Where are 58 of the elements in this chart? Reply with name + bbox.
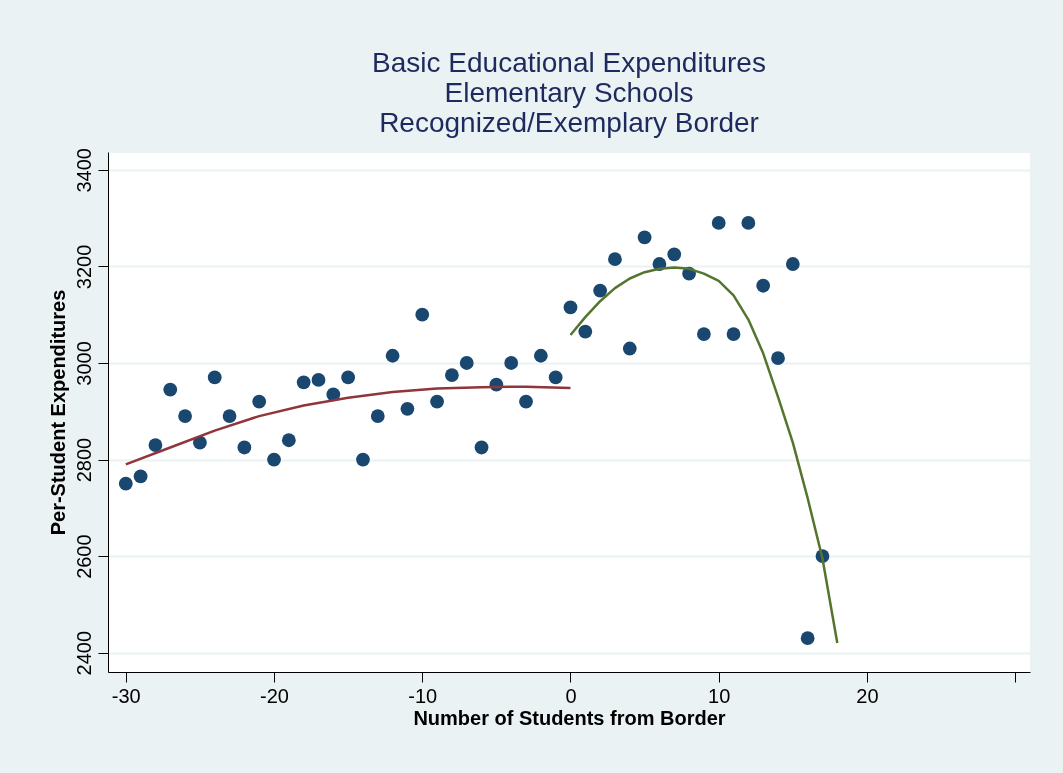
point — [578, 324, 593, 339]
point — [667, 247, 682, 262]
chart-title: Basic Educational Expenditures Elementary Schools Recognized/Exemplary Border — [372, 46, 766, 138]
point — [593, 283, 608, 298]
point — [370, 409, 385, 423]
point — [800, 631, 815, 646]
point — [400, 401, 415, 416]
point — [771, 351, 785, 366]
y-tick-label: 2400 — [72, 630, 95, 676]
point — [608, 252, 622, 267]
point — [697, 327, 711, 341]
point — [237, 440, 252, 455]
y-tick-label: 3000 — [72, 341, 95, 386]
point — [504, 356, 519, 370]
point — [267, 452, 281, 467]
y-axis-title: Per-Student Expenditures — [46, 289, 69, 536]
point — [548, 370, 563, 385]
x-tick-label: -20 — [260, 684, 289, 707]
point — [311, 373, 326, 387]
point — [430, 394, 444, 409]
point — [341, 370, 356, 385]
point — [785, 257, 800, 271]
x-tick-label: 20 — [856, 684, 879, 707]
point — [207, 370, 222, 385]
point — [281, 433, 296, 448]
point — [637, 230, 652, 245]
point — [459, 356, 474, 370]
point — [356, 452, 370, 467]
line-series — [124, 385, 572, 466]
y-tick-label: 2600 — [72, 534, 95, 579]
x-tick-label: 0 — [565, 684, 577, 707]
point — [133, 469, 148, 484]
y-tick-label: 3200 — [72, 244, 95, 290]
point — [622, 341, 637, 356]
point — [415, 307, 430, 322]
point — [741, 216, 756, 230]
point — [445, 368, 459, 382]
y-tick-label: 2800 — [72, 437, 95, 483]
point — [385, 348, 400, 363]
point — [726, 327, 741, 341]
point — [563, 300, 578, 315]
point — [148, 438, 163, 452]
x-tick-label: -10 — [408, 684, 438, 707]
point — [178, 409, 192, 423]
point — [533, 348, 548, 363]
y-tick-label: 3400 — [72, 148, 95, 193]
point — [756, 278, 771, 293]
point — [252, 394, 267, 409]
point — [296, 375, 311, 390]
point — [118, 476, 133, 491]
point — [519, 394, 533, 409]
x-tick-label: 10 — [708, 684, 731, 707]
point — [474, 440, 489, 455]
point — [163, 382, 178, 397]
point — [711, 216, 726, 230]
x-tick-label: -30 — [111, 684, 141, 707]
x-axis-title: Number of Students from Border — [413, 706, 726, 729]
point — [222, 409, 237, 423]
